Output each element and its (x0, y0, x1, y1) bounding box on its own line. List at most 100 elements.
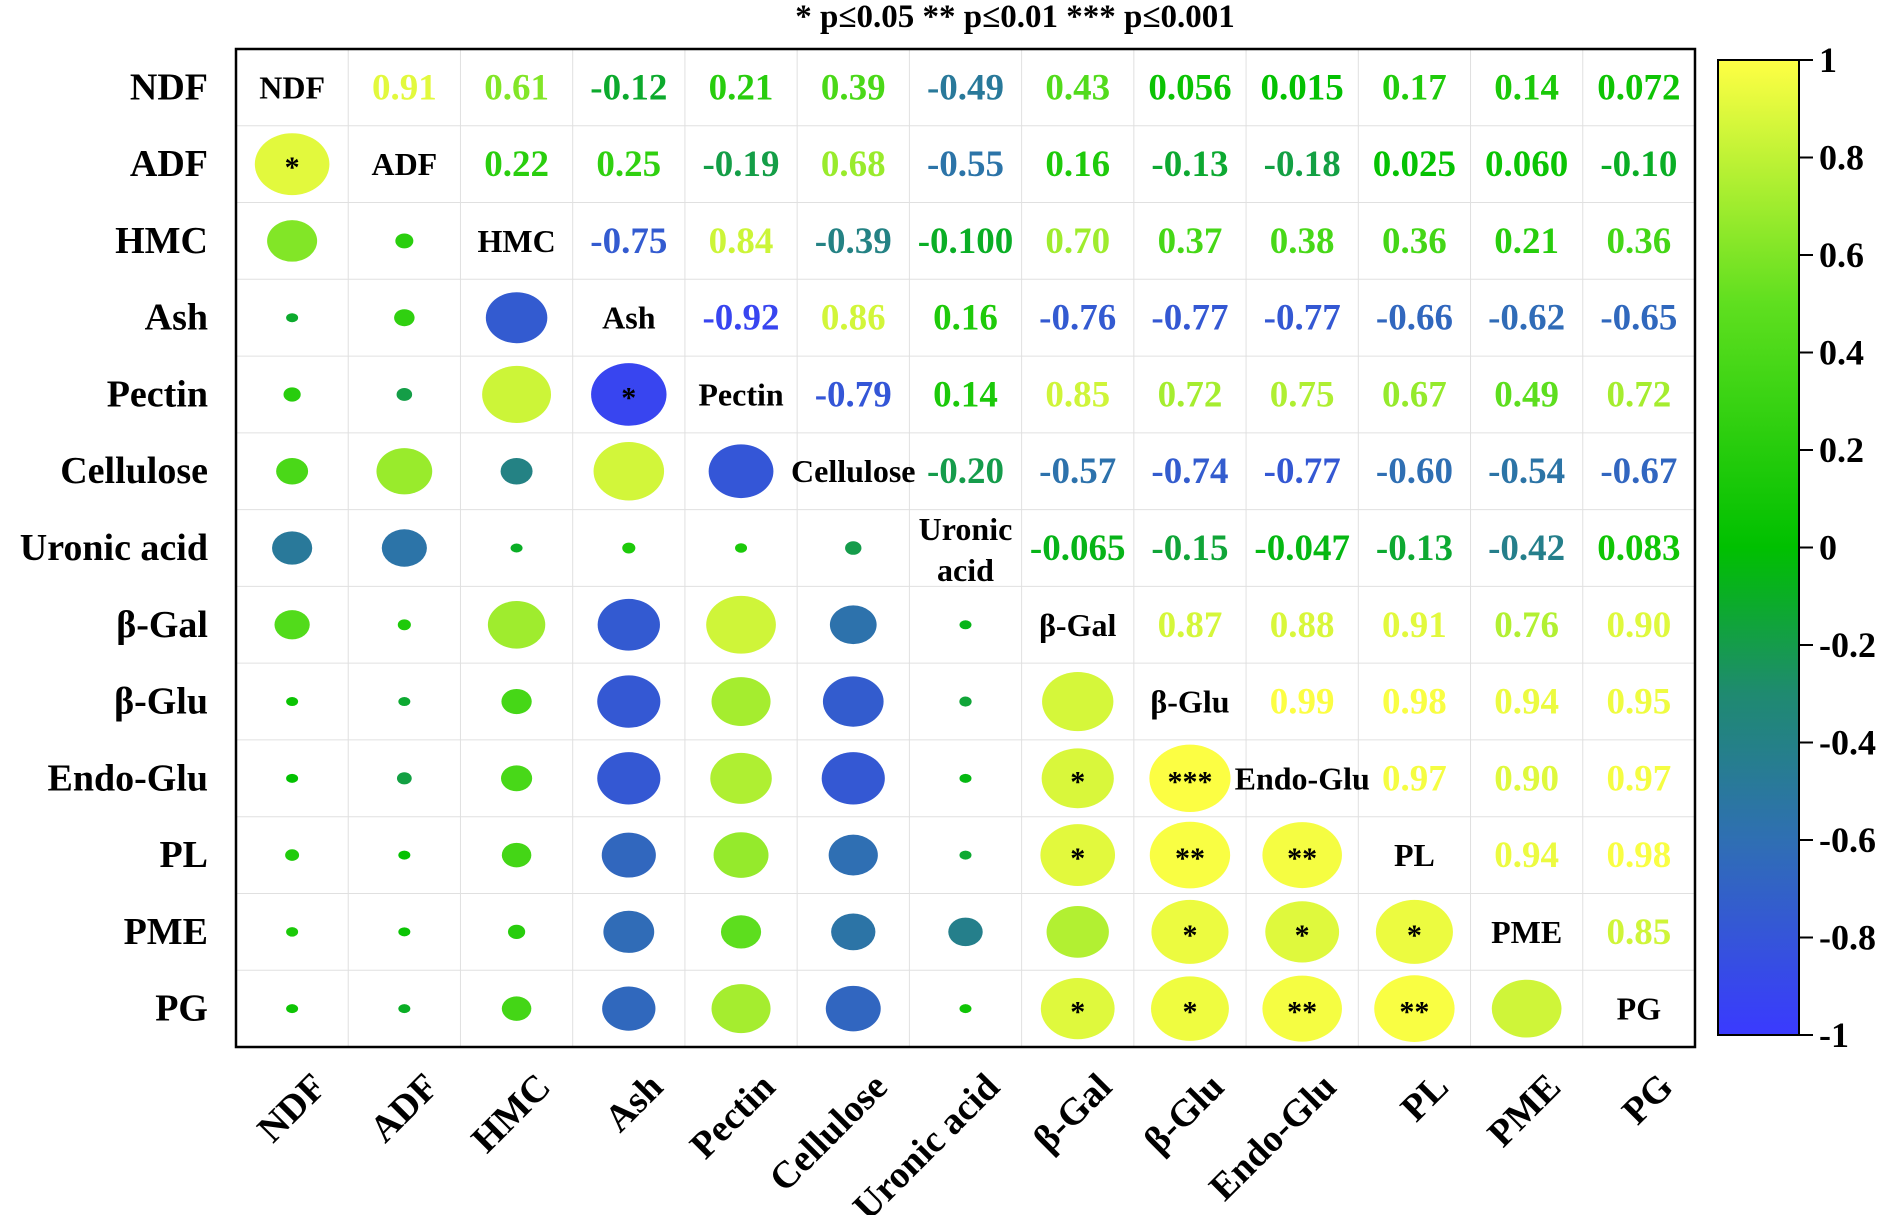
significance-mark: ** (1175, 842, 1205, 875)
significance-mark: * (1070, 996, 1085, 1029)
significance-mark: * (1295, 919, 1310, 952)
correlation-value-label: 0.21 (709, 67, 774, 108)
correlation-value-label: -0.12 (590, 67, 667, 108)
correlation-ellipse (507, 924, 526, 939)
correlation-ellipse (381, 529, 427, 567)
colorbar-tick-label: -0.8 (1819, 918, 1876, 958)
correlation-value-label: 0.97 (1607, 758, 1672, 799)
correlation-ellipse (1265, 901, 1340, 963)
correlation-value-label: -0.77 (1264, 451, 1341, 492)
significance-mark: ** (1287, 996, 1317, 1029)
column-label: ADF (362, 1066, 447, 1151)
significance-mark: * (1070, 765, 1085, 798)
row-label: PL (159, 834, 208, 876)
significance-mark: ** (1399, 996, 1429, 1029)
correlation-value-label: 0.025 (1373, 144, 1456, 185)
correlation-value-label: 0.97 (1382, 758, 1447, 799)
correlation-ellipse (482, 365, 552, 424)
column-label: PL (1393, 1066, 1457, 1130)
correlation-ellipse (711, 677, 771, 727)
correlation-value-label: 0.98 (1382, 682, 1447, 723)
correlation-ellipse (398, 850, 411, 860)
column-label: PG (1614, 1066, 1681, 1133)
correlation-ellipse (487, 600, 546, 649)
colorbar-tick-label: 0.6 (1819, 235, 1864, 275)
correlation-ellipse (1046, 906, 1109, 958)
correlation-value-label: 0.38 (1270, 221, 1335, 262)
correlation-value-label: 0.37 (1158, 221, 1223, 262)
correlation-ellipse (1262, 975, 1342, 1042)
colorbar-tick-label: -1 (1819, 1015, 1849, 1055)
colorbar-tick-label: 0 (1819, 528, 1837, 568)
correlation-ellipse (1375, 899, 1453, 964)
correlation-value-label: -0.047 (1254, 528, 1350, 569)
correlation-ellipse (396, 772, 412, 785)
correlation-ellipse (959, 850, 972, 860)
correlation-value-label: 0.21 (1494, 221, 1559, 262)
correlation-value-label: 0.90 (1607, 605, 1672, 646)
row-label: PME (124, 911, 208, 953)
correlation-value-label: -0.13 (1376, 528, 1453, 569)
correlation-value-label: 0.84 (709, 221, 774, 262)
correlation-value-label: 0.76 (1494, 605, 1559, 646)
correlation-ellipse (822, 676, 884, 727)
diagonal-label: Endo-Glu (1235, 760, 1370, 796)
correlation-value-label: -0.55 (927, 144, 1004, 185)
correlation-ellipse (601, 832, 656, 878)
diagonal-label: Uronic (919, 511, 1013, 547)
correlation-value-label: 0.015 (1261, 67, 1344, 108)
correlation-ellipse (398, 697, 411, 707)
correlation-value-label: 0.91 (1382, 605, 1447, 646)
colorbar-tick-label: 0.2 (1819, 430, 1864, 470)
correlation-ellipse (285, 849, 300, 861)
correlation-ellipse (831, 913, 876, 951)
correlation-value-label: -0.65 (1600, 298, 1677, 339)
correlation-value-label: 0.16 (933, 298, 998, 339)
correlation-value-label: -0.065 (1030, 528, 1126, 569)
correlation-value-label: 0.16 (1045, 144, 1110, 185)
correlation-ellipse (825, 985, 881, 1032)
column-label: NDF (250, 1066, 335, 1151)
correlation-value-label: -0.66 (1376, 298, 1453, 339)
correlation-value-label: 0.14 (1494, 67, 1559, 108)
correlation-ellipse (828, 834, 878, 876)
correlation-ellipse (272, 531, 313, 565)
correlation-value-label: -0.10 (1600, 144, 1677, 185)
correlation-value-label: 0.17 (1382, 67, 1447, 108)
correlation-ellipse (1149, 821, 1231, 889)
column-label: HMC (464, 1066, 559, 1161)
correlation-value-label: -0.54 (1488, 451, 1565, 492)
diagonal-label: β-Glu (1150, 684, 1229, 720)
correlation-ellipse (510, 543, 523, 553)
diagonal-label: Pectin (698, 376, 784, 412)
correlation-value-label: -0.15 (1151, 528, 1228, 569)
correlation-value-label: 0.98 (1607, 835, 1672, 876)
significance-mark: * (1182, 919, 1197, 952)
colorbar-tick-label: 1 (1819, 40, 1837, 80)
correlation-ellipse (286, 1004, 299, 1014)
significance-mark: * (621, 381, 636, 414)
colorbar-tick-label: -0.4 (1819, 723, 1876, 763)
correlation-value-label: -0.42 (1488, 528, 1565, 569)
column-label: Pectin (682, 1066, 783, 1167)
diagonal-label: Cellulose (791, 453, 915, 489)
diagonal-label: PG (1617, 991, 1662, 1027)
significance-mark: * (285, 151, 300, 184)
correlation-ellipse (286, 313, 299, 323)
colorbar (1717, 59, 1800, 1036)
plot-frame (234, 47, 1697, 1049)
correlation-value-label: 0.43 (1045, 67, 1110, 108)
correlation-value-label: 0.68 (821, 144, 886, 185)
column-label: PME (1480, 1066, 1569, 1155)
correlation-value-label: 0.72 (1158, 374, 1223, 415)
correlation-ellipse (591, 363, 667, 426)
correlation-value-label: -0.62 (1488, 298, 1565, 339)
correlation-value-label: 0.060 (1485, 144, 1568, 185)
correlation-ellipse (1040, 978, 1115, 1040)
correlation-ellipse (1491, 979, 1562, 1038)
row-label: β-Glu (114, 681, 208, 723)
correlation-ellipse (597, 752, 661, 805)
correlation-value-label: 0.39 (821, 67, 886, 108)
diagonal-label: NDF (259, 69, 325, 105)
correlation-ellipse (959, 773, 972, 783)
